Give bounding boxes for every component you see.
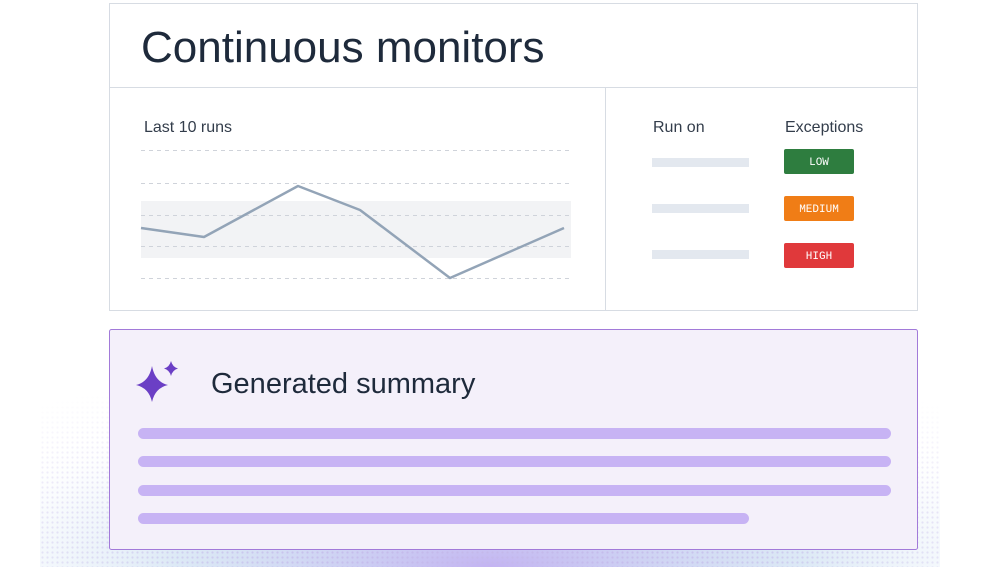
badge: [784, 149, 854, 174]
trend-line: [140, 184, 565, 280]
placeholder-bar: [652, 250, 749, 259]
chart-label: Last 10 runs: [144, 119, 232, 136]
badge-label: LOW: [809, 157, 829, 169]
column-header: Exceptions: [785, 119, 863, 136]
placeholder-bar: [652, 158, 749, 167]
sparkle-icon: [164, 361, 178, 376]
placeholder-bar: [652, 204, 749, 213]
badge: [784, 196, 854, 221]
badge-label: HIGH: [806, 251, 832, 263]
badge-label: MEDIUM: [799, 204, 839, 216]
summary-title: Generated summary: [211, 368, 476, 400]
badge: [784, 243, 854, 268]
card-title: Continuous monitors: [141, 23, 545, 72]
column-header: Run on: [653, 119, 705, 136]
monitors-card: [109, 3, 918, 311]
chart-band: [141, 201, 571, 258]
summary-lines: [138, 428, 891, 524]
sparkle-icon: [136, 366, 168, 402]
